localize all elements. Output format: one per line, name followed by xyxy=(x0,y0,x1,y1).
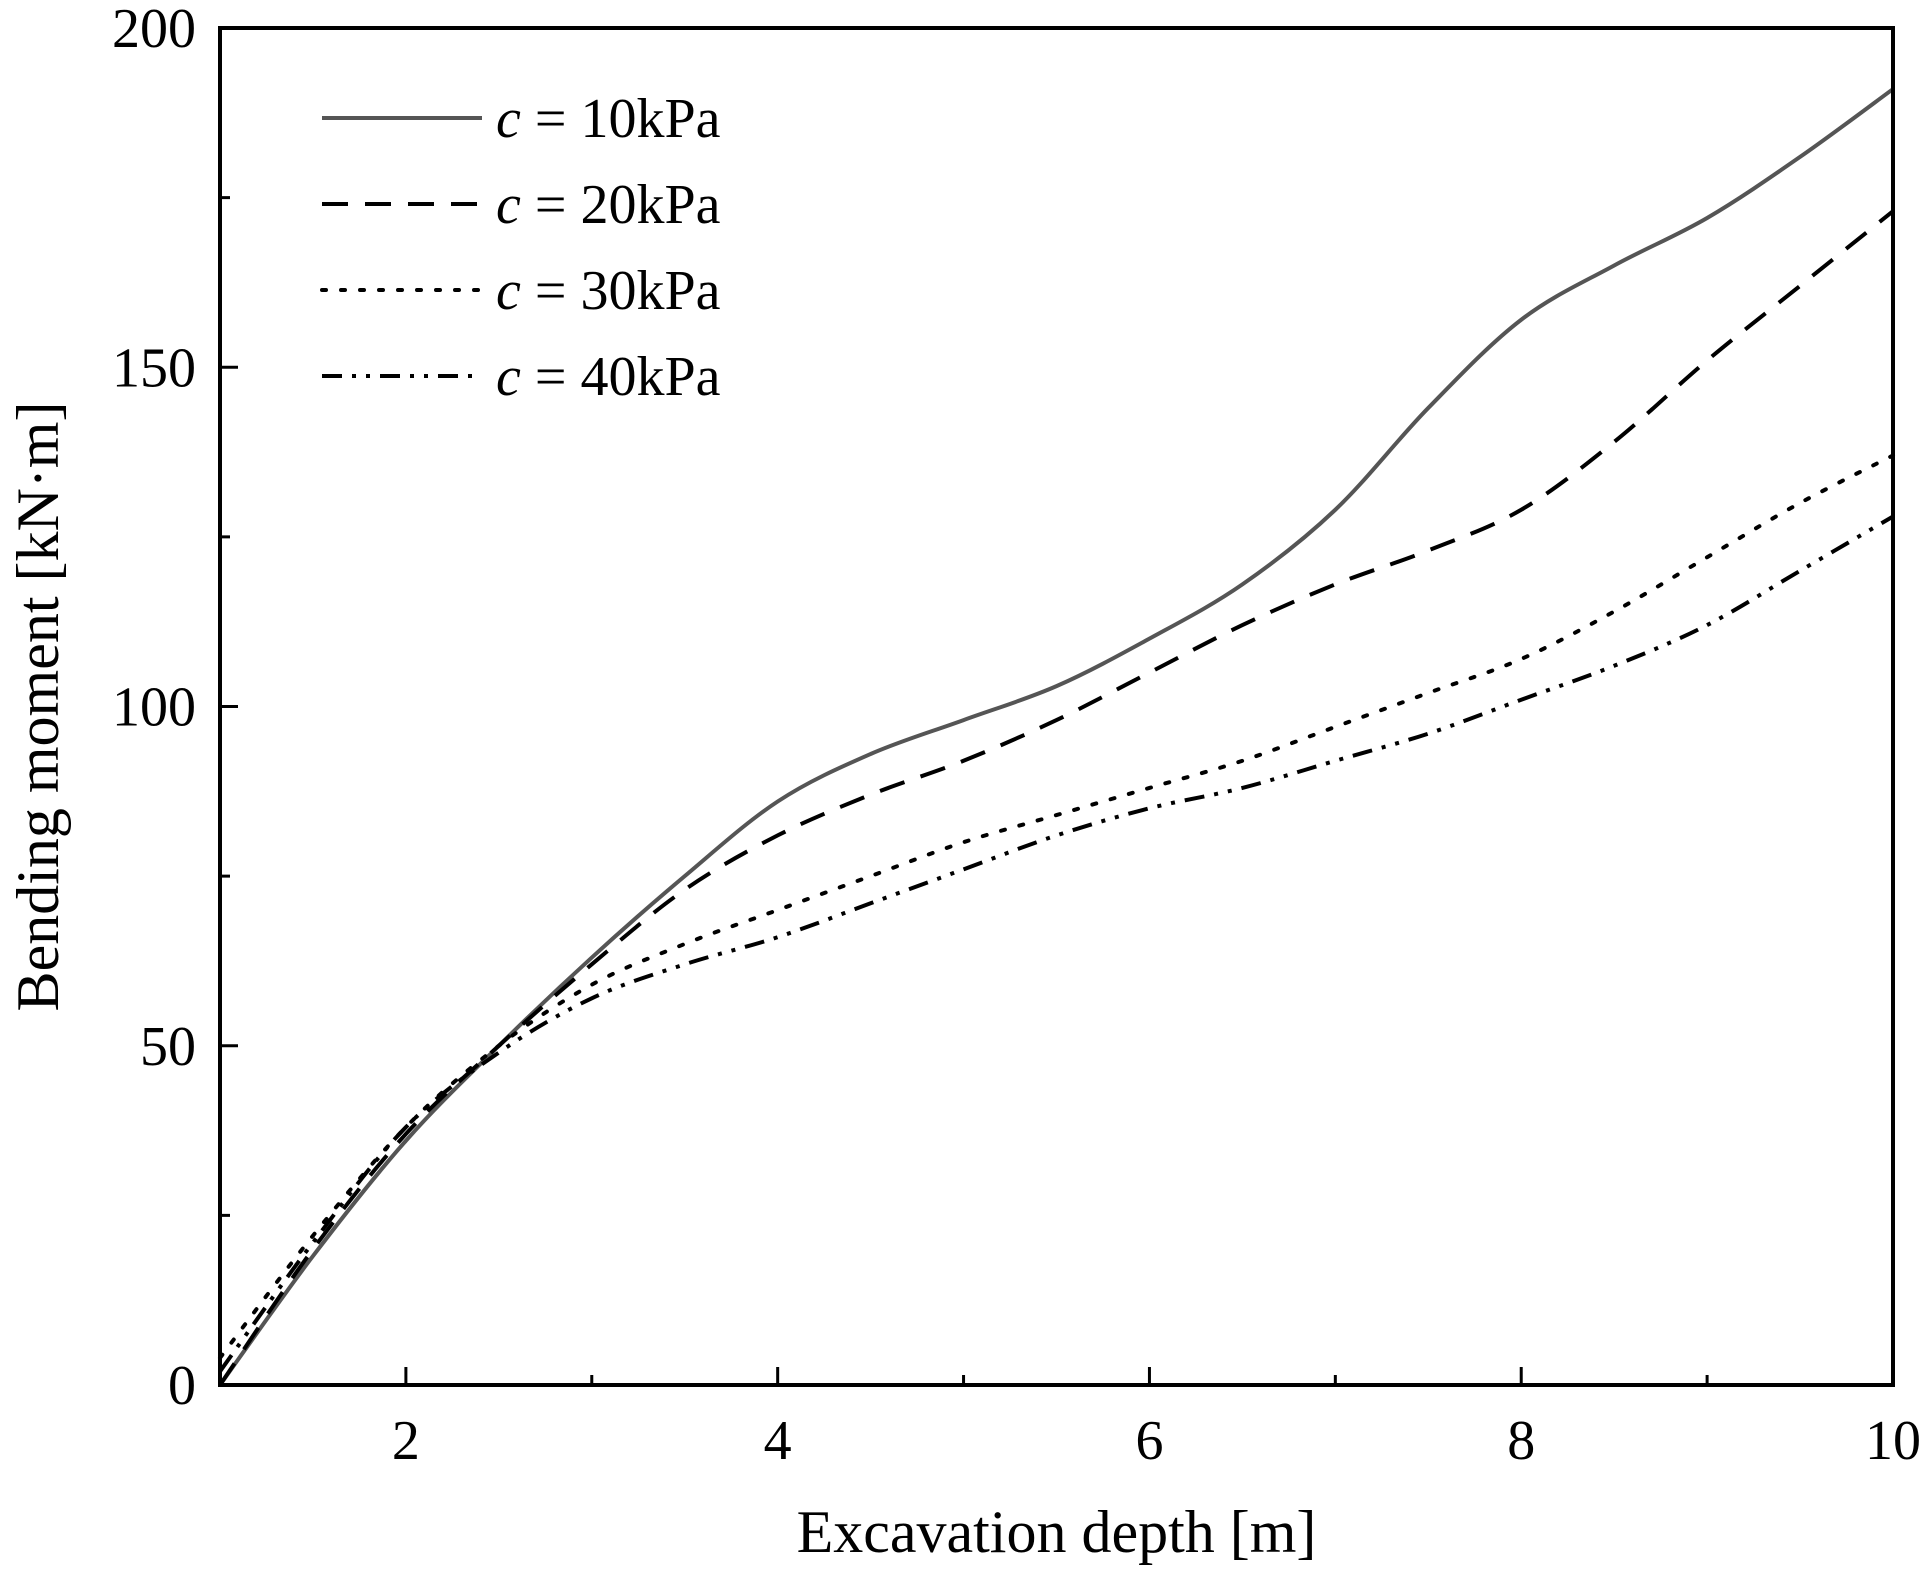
legend-label-1: c = 10kPa xyxy=(496,88,721,150)
plot-frame xyxy=(218,26,1895,1387)
legend-label-4: c = 40kPa xyxy=(496,346,721,408)
series-line-2 xyxy=(218,209,1895,1387)
series-line-3 xyxy=(218,453,1895,1360)
y-axis-title: Bending moment [kN·m] xyxy=(5,402,71,1012)
legend: c = 10kPa c = 20kPa c = 30kPa c = 40kPa xyxy=(320,88,721,408)
x-tick-label: 2 xyxy=(392,1410,420,1472)
legend-label-3: c = 30kPa xyxy=(496,260,721,322)
legend-label-2: c = 20kPa xyxy=(496,174,721,236)
x-tick-label: 6 xyxy=(1135,1410,1163,1472)
x-axis-title: Excavation depth [m] xyxy=(797,1499,1317,1565)
y-tick-label: 100 xyxy=(112,677,196,739)
y-tick-label: 50 xyxy=(140,1016,196,1078)
series-line-4 xyxy=(218,514,1895,1373)
series-layer xyxy=(218,87,1895,1387)
x-tick-label: 10 xyxy=(1865,1410,1921,1472)
x-tick-label: 4 xyxy=(764,1410,792,1472)
y-tick-label: 200 xyxy=(112,0,196,60)
y-tick-label: 0 xyxy=(168,1355,196,1417)
x-tick-label: 8 xyxy=(1507,1410,1535,1472)
y-tick-label: 150 xyxy=(112,337,196,399)
